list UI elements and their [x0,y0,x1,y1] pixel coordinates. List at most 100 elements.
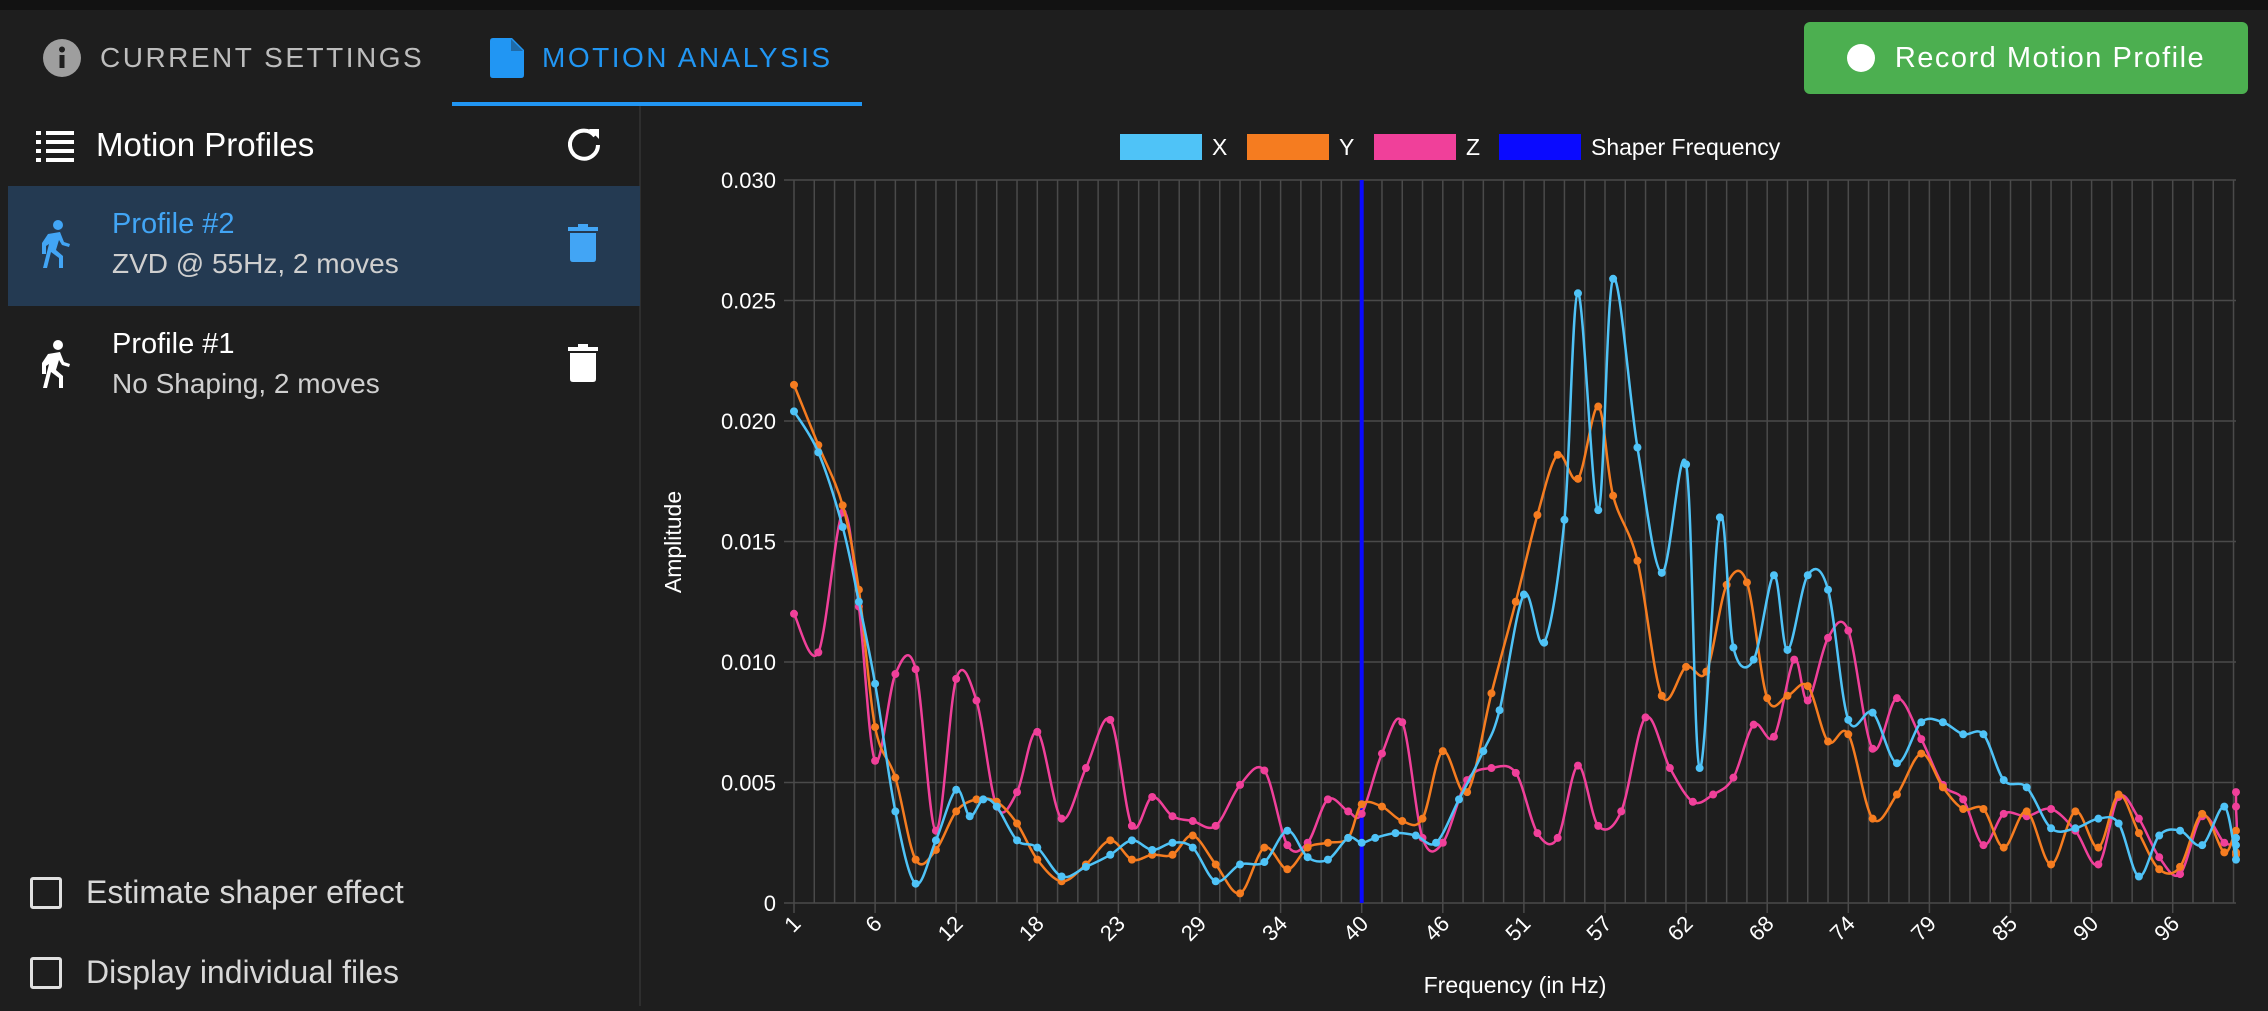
checkbox-label: Display individual files [86,954,400,990]
x-tick-label: 62 [1663,911,1698,946]
data-point [1188,817,1197,826]
legend-label: Y [1339,134,1354,160]
data-point [1553,450,1562,459]
checkbox-box[interactable] [30,956,62,989]
data-point [1479,747,1488,756]
data-point [891,773,900,782]
data-point [979,795,988,804]
tab-current-settings-label: Current Settings [100,42,425,73]
data-point [2176,870,2185,879]
refresh-icon[interactable] [565,126,603,169]
data-point [854,597,863,606]
data-point [1688,797,1697,806]
data-point [1344,807,1353,816]
x-tick-label: 51 [1500,911,1535,946]
data-point [2134,814,2143,823]
data-point [1892,790,1901,799]
data-point [1844,715,1853,724]
data-point [1168,838,1177,847]
series-line-z [792,510,2239,877]
data-point [1824,633,1833,642]
data-point [1657,691,1666,700]
data-point [1824,585,1833,594]
document-icon [490,38,524,78]
tab-current-settings[interactable]: Current Settings [42,10,424,106]
data-point [2232,788,2240,797]
data-point [1790,655,1799,664]
data-point [2220,838,2229,847]
data-point [1573,289,1582,298]
data-point [1236,780,1245,789]
data-point [1487,764,1496,773]
profile-desc: No Shaping, 2 moves [112,368,380,399]
data-point [1641,713,1650,722]
data-point [1106,850,1115,859]
display-individual-files-checkbox[interactable]: Display individual files [30,954,399,991]
data-point [1236,860,1245,869]
data-point [2232,841,2240,850]
data-point [911,665,920,674]
record-icon [1846,44,1875,72]
data-point [1573,474,1582,483]
data-point [1617,807,1626,816]
record-motion-profile-button[interactable]: Record Motion Profile [1804,22,2248,94]
data-point [1783,691,1792,700]
checkbox-label: Estimate shaper effect [86,874,404,910]
series-y [790,380,2240,898]
y-tick-label: 0.005 [721,771,776,796]
data-point [1377,749,1386,758]
x-axis-label: Frequency (in Hz) [1424,972,1607,998]
data-point [2134,872,2143,881]
data-point [1033,855,1042,864]
sidebar-header: Motion Profiles [0,106,641,186]
data-point [1959,795,1968,804]
data-point [1323,838,1332,847]
data-point [1260,858,1269,867]
data-point [2022,807,2031,816]
data-point [1749,720,1758,729]
data-point [2047,805,2056,814]
data-point [2220,848,2229,857]
tab-motion-analysis[interactable]: Motion Analysis [490,10,833,106]
profile-item-1[interactable]: Profile #1 No Shaping, 2 moves [8,306,640,426]
profile-item-2[interactable]: Profile #2 ZVD @ 55Hz, 2 moves [8,186,640,306]
data-point [1398,817,1407,826]
data-point [1715,513,1724,522]
data-point [1081,862,1090,871]
x-tick-label: 68 [1744,911,1779,946]
data-point [1283,826,1292,835]
x-tick-label: 29 [1176,911,1211,946]
x-tick-label: 96 [2149,911,2184,946]
data-point [1127,855,1136,864]
checkbox-box[interactable] [30,876,62,909]
data-point [1892,694,1901,703]
active-tab-indicator [452,102,862,106]
data-point [1357,809,1366,818]
data-point [1057,814,1066,823]
data-point [2155,865,2164,874]
data-point [911,879,920,888]
data-point [1682,460,1691,469]
trash-icon[interactable] [568,224,598,267]
data-point [1303,843,1312,852]
data-point [1033,843,1042,852]
legend-swatch [1247,134,1329,160]
y-tick-label: 0.030 [721,168,776,193]
data-point [814,448,823,457]
data-point [1438,838,1447,847]
data-point [1511,768,1520,777]
data-point [1106,836,1115,845]
data-point [2094,814,2103,823]
data-point [972,795,981,804]
profile-name: Profile #1 [112,328,235,360]
estimate-shaper-checkbox[interactable]: Estimate shaper effect [30,874,404,911]
data-point [1959,730,1968,739]
x-tick-label: 6 [860,911,886,937]
trash-icon[interactable] [568,344,598,387]
data-point [1609,274,1618,283]
data-point [2022,783,2031,792]
x-tick-label: 12 [933,911,968,946]
legend-label: Shaper Frequency [1591,134,1781,160]
data-point [2220,802,2229,811]
x-tick-label: 34 [1257,911,1292,946]
